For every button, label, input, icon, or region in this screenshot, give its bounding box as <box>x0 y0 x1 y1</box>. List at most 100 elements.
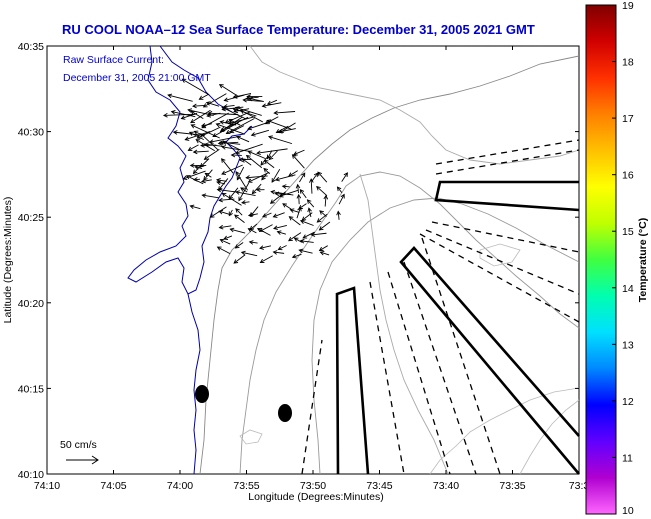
current-vector <box>233 108 250 114</box>
current-vector <box>277 245 287 251</box>
coverage-sector-outline <box>399 246 580 475</box>
x-tick-label: 73:40 <box>433 480 459 492</box>
y-tick-label: 40:25 <box>18 212 44 224</box>
radial-beam-line <box>421 237 501 475</box>
current-vector <box>341 172 348 182</box>
map-content: 50 cm/s <box>60 45 580 475</box>
colorbar-tick-label: 14 <box>622 283 634 295</box>
radial-beam-line <box>425 229 580 295</box>
radial-beam-line <box>387 271 451 475</box>
colorbar-tick-label: 18 <box>622 57 634 69</box>
current-vector <box>317 171 328 183</box>
coverage-sector-outline <box>335 286 370 475</box>
x-axis-ticks: 74:10 74:05 74:00 73:55 73:50 73:45 73:40 73:35… <box>34 46 589 492</box>
y-tick-label: 40:30 <box>18 127 44 139</box>
current-vector <box>235 170 248 191</box>
current-vector <box>234 214 245 223</box>
map-frame <box>46 45 580 475</box>
current-vector <box>189 204 201 210</box>
current-vector <box>235 208 243 216</box>
current-vector <box>311 172 319 181</box>
current-vector <box>162 112 196 118</box>
current-vector <box>319 251 330 256</box>
current-vector <box>318 245 328 251</box>
bathymetry-contour <box>249 45 580 165</box>
current-vector <box>189 163 207 168</box>
scale-label: 50 cm/s <box>60 439 97 451</box>
colorbar-tick-label: 10 <box>622 505 634 517</box>
current-vector <box>296 206 302 219</box>
current-vector <box>248 96 263 102</box>
current-vector <box>200 122 213 128</box>
current-vector <box>240 187 248 193</box>
coastline-bay <box>159 45 233 113</box>
current-vector <box>222 104 235 109</box>
current-vector <box>202 93 227 108</box>
current-vector <box>207 111 239 116</box>
radial-beam-line <box>403 261 477 475</box>
bathymetry-contour <box>429 387 580 475</box>
current-vector <box>233 254 246 264</box>
current-vector <box>319 210 327 217</box>
colorbar-tick-label: 19 <box>622 0 634 12</box>
current-vector <box>234 143 263 155</box>
x-tick-label: 73:35 <box>499 480 525 492</box>
current-vector <box>266 119 292 130</box>
current-vector <box>296 193 302 205</box>
current-vector <box>218 84 239 97</box>
current-vector <box>187 144 199 151</box>
colorbar-tick-label: 17 <box>622 113 634 125</box>
current-vector <box>268 150 278 161</box>
y-tick-label: 40:35 <box>18 41 44 53</box>
current-vector <box>185 175 204 185</box>
current-vector <box>245 95 259 101</box>
current-vector <box>259 255 273 263</box>
current-vector <box>220 116 249 132</box>
current-vector <box>215 122 245 135</box>
current-vector <box>219 238 231 245</box>
current-vector <box>281 184 290 189</box>
temperature-colorbar: 19 18 17 16 15 14 13 12 11 10 Temperature (°C) <box>585 0 649 517</box>
current-vector <box>292 149 305 156</box>
radial-beam-line <box>419 233 580 323</box>
current-vector <box>203 149 220 160</box>
y-tick-label: 40:15 <box>18 383 44 395</box>
current-vector <box>263 167 271 175</box>
current-vector <box>318 221 331 231</box>
current-vector <box>316 185 328 197</box>
x-axis-label: Longitude (Degrees:Minutes) <box>248 491 383 503</box>
current-vector <box>268 135 293 145</box>
current-vector <box>221 145 251 152</box>
current-vector <box>298 248 313 254</box>
current-vector <box>218 224 232 230</box>
current-vector <box>241 200 250 205</box>
colorbar-tick-label: 16 <box>622 170 634 182</box>
current-vector <box>200 178 212 184</box>
current-vector <box>282 203 292 210</box>
current-vector <box>299 238 314 244</box>
coastline-inlet <box>187 293 201 475</box>
current-vector <box>216 187 239 193</box>
figure-title: RU COOL NOAA–12 Sea Surface Temperature:… <box>62 22 535 37</box>
x-tick-label: 74:05 <box>100 480 126 492</box>
current-vector <box>276 230 287 235</box>
colorbar-tick-label: 11 <box>622 452 633 464</box>
x-tick-label: 73:45 <box>366 480 392 492</box>
bathymetry-contour <box>311 197 580 475</box>
current-vector <box>272 212 285 218</box>
current-vector <box>230 152 242 158</box>
current-vector <box>288 216 301 226</box>
current-vector <box>216 246 231 255</box>
current-vector <box>273 110 296 116</box>
x-tick-label: 73:50 <box>300 480 326 492</box>
overlay-line2: December 31, 2005 21:00 GMT <box>63 72 211 84</box>
radial-beam-line <box>435 139 580 165</box>
y-tick-label: 40:10 <box>18 469 44 481</box>
current-vector <box>206 112 221 118</box>
current-vector <box>291 253 302 259</box>
current-vector <box>247 171 270 183</box>
current-vector <box>218 209 232 216</box>
current-vector <box>184 131 211 141</box>
current-vector <box>196 126 221 139</box>
current-vector <box>272 250 285 255</box>
